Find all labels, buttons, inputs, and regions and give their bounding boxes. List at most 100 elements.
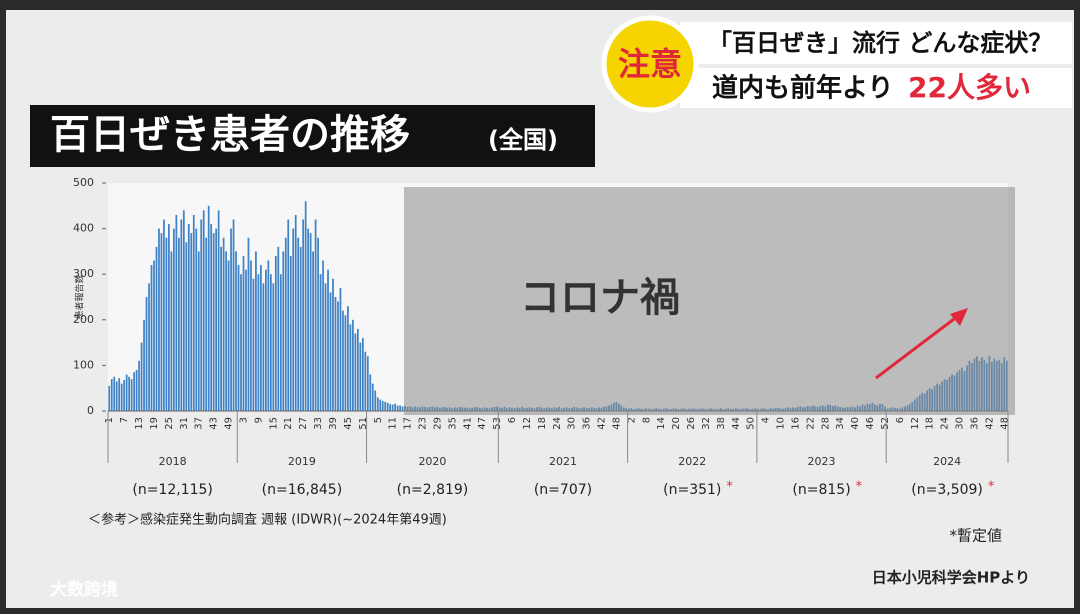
- x-tick-label: 40: [850, 417, 861, 430]
- bar: [389, 404, 392, 411]
- x-tick-label: 34: [835, 417, 846, 430]
- x-tick-label: 17: [403, 417, 414, 430]
- x-tick-label: 20: [671, 417, 682, 430]
- bar: [118, 378, 121, 411]
- year-label: 2019: [288, 455, 316, 468]
- bar: [120, 383, 123, 411]
- x-tick-label: 42: [597, 417, 608, 430]
- bar: [168, 224, 170, 411]
- bar: [361, 338, 364, 411]
- year-label: 2023: [808, 455, 836, 468]
- provisional-mark: *: [856, 480, 863, 495]
- bar: [267, 260, 270, 411]
- bar: [182, 210, 185, 411]
- bar: [260, 265, 262, 411]
- bar: [287, 219, 290, 411]
- bar: [158, 228, 160, 411]
- bar: [282, 251, 285, 411]
- sample-size: (n=12,115): [132, 482, 213, 498]
- x-tick-label: 22: [805, 417, 816, 430]
- bar: [352, 319, 354, 411]
- x-tick-label: 15: [268, 417, 279, 430]
- bar: [401, 406, 404, 411]
- shade: [404, 187, 1015, 415]
- bar: [302, 219, 305, 411]
- x-tick-label: 30: [567, 417, 578, 430]
- bar: [242, 255, 245, 411]
- x-tick-label: 11: [388, 417, 399, 430]
- x-tick-label: 9: [253, 417, 264, 423]
- bar: [128, 376, 131, 411]
- bar: [307, 228, 310, 411]
- bar: [356, 328, 359, 411]
- bar: [160, 233, 163, 411]
- bar: [145, 297, 148, 411]
- bar: [354, 333, 357, 411]
- bar: [113, 376, 116, 411]
- x-tick-label: 2: [626, 417, 637, 423]
- x-tick-label: 3: [238, 417, 249, 423]
- sample-size: (n=351): [663, 482, 721, 498]
- x-tick-label: 1: [104, 417, 115, 423]
- bar: [163, 219, 165, 411]
- bar: [220, 246, 222, 411]
- chart-subtitle: (全国): [488, 126, 558, 154]
- bar: [309, 233, 312, 411]
- badge: [601, 15, 699, 113]
- badge-text: 注意: [618, 45, 682, 83]
- bar: [379, 399, 382, 411]
- x-tick-label: 27: [298, 417, 309, 430]
- bar: [222, 237, 225, 411]
- banner-line1: 「百日ぜき」流行 どんな症状？: [708, 29, 1052, 57]
- source: ＜参考＞感染症発生動向調査 週報 (IDWR)(~2024年第49週): [88, 512, 447, 528]
- banner-top: [680, 22, 1072, 64]
- bar: [277, 246, 280, 411]
- x-tick-label: 35: [447, 417, 458, 430]
- bar: [245, 269, 247, 411]
- x-tick-label: 48: [611, 417, 622, 430]
- bar: [217, 210, 220, 411]
- bar: [177, 237, 180, 411]
- x-tick-label: 46: [865, 417, 876, 430]
- x-tick-label: 21: [283, 417, 294, 430]
- bar: [247, 237, 250, 411]
- x-tick-label: 8: [641, 417, 652, 423]
- bar: [332, 278, 334, 411]
- bar: [344, 315, 347, 411]
- x-tick-label: 53: [492, 417, 503, 430]
- bar: [130, 379, 133, 411]
- provisional-note: *暫定値: [949, 527, 1002, 545]
- banner-line2: 道内も前年より: [712, 73, 893, 104]
- bar: [294, 214, 297, 411]
- x-tick-label: 19: [149, 417, 160, 430]
- x-tick-label: 51: [358, 417, 369, 430]
- arrow-head: [950, 308, 968, 326]
- bar: [329, 292, 332, 411]
- bar: [165, 237, 168, 411]
- y-tick-label: 0: [87, 404, 94, 417]
- x-tick-label: 12: [910, 417, 921, 430]
- bar: [148, 283, 150, 411]
- bar: [314, 219, 317, 411]
- bar: [342, 310, 344, 411]
- bar: [207, 205, 210, 411]
- bar: [135, 369, 138, 411]
- bar: [289, 255, 292, 411]
- banner-bottom: [680, 68, 1072, 108]
- y-axis-label: 患者報告数: [74, 274, 86, 319]
- bar: [349, 324, 352, 411]
- bar: [110, 379, 113, 411]
- x-tick-label: 23: [418, 417, 429, 430]
- watermark: 大数跨境: [50, 579, 118, 600]
- x-tick-label: 5: [373, 417, 384, 423]
- bar: [115, 381, 118, 411]
- bar: [265, 269, 267, 411]
- bar: [255, 251, 257, 411]
- credit: 日本小児科学会HPより: [872, 569, 1030, 587]
- year-label: 2024: [933, 455, 961, 468]
- bar: [299, 246, 302, 411]
- x-tick-label: 36: [969, 417, 980, 430]
- bar: [108, 385, 111, 411]
- bar: [297, 237, 300, 411]
